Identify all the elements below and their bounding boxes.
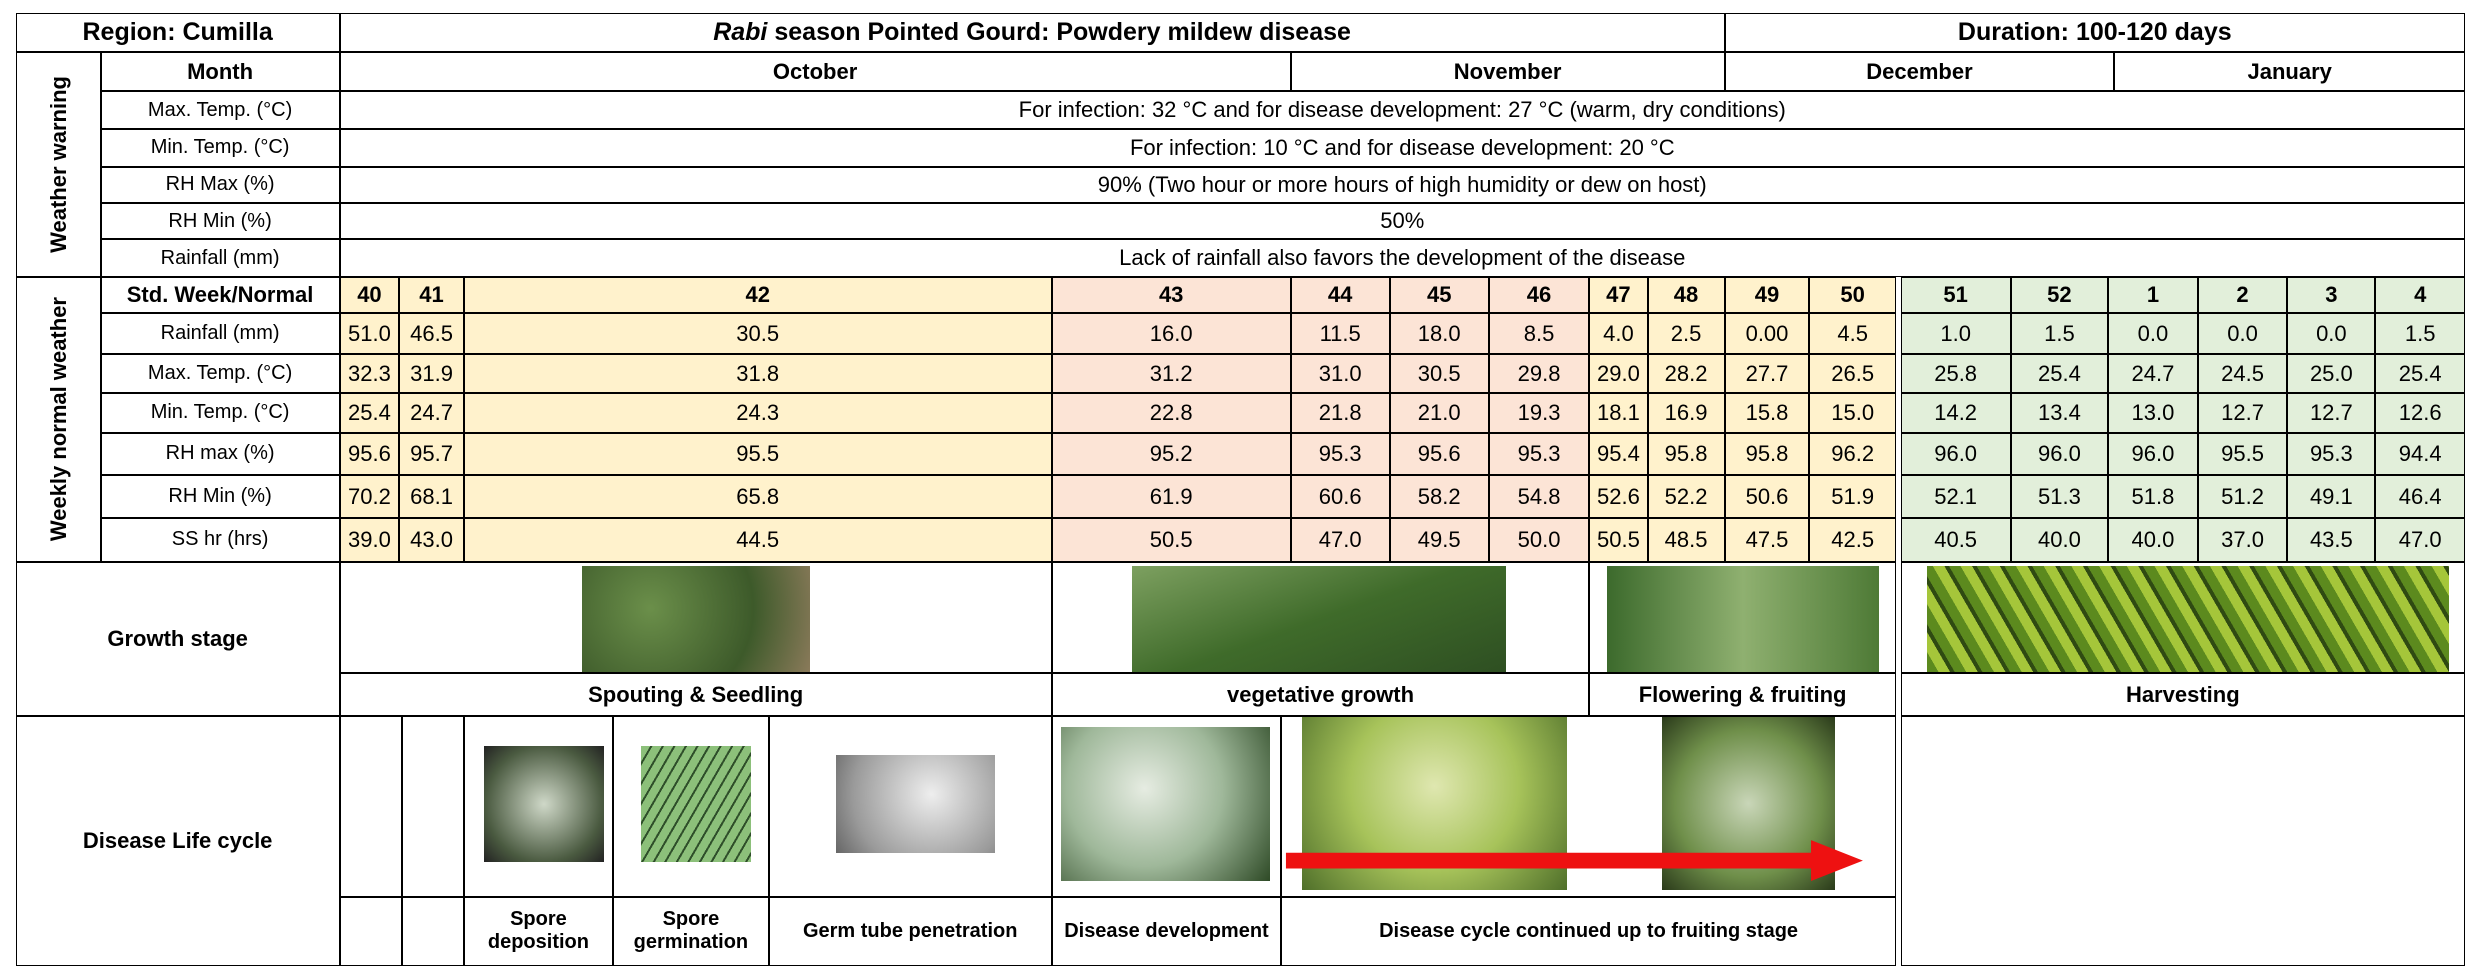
arrow-shape: [1286, 840, 1863, 881]
arrow: [0, 0, 2465, 966]
page: Region: CumillaRabiseason Pointed Gourd:…: [0, 0, 2465, 966]
